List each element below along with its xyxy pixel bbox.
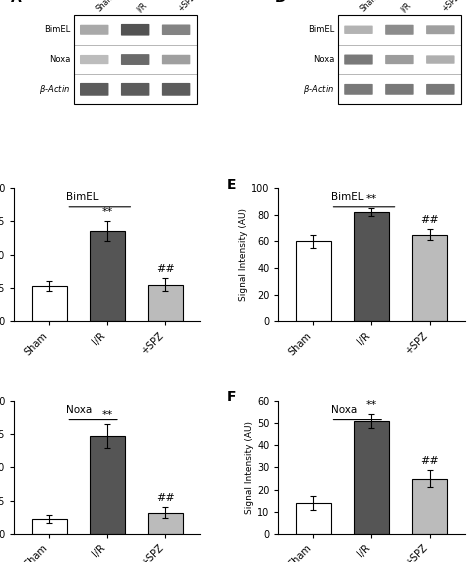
FancyBboxPatch shape — [121, 54, 149, 65]
Text: ##: ## — [156, 493, 175, 504]
Bar — [354, 421, 389, 534]
Text: F: F — [227, 391, 236, 404]
Bar — [74, 15, 197, 104]
Y-axis label: Signal Intensity (AU): Signal Intensity (AU) — [245, 421, 254, 514]
FancyBboxPatch shape — [385, 84, 414, 95]
Bar — [412, 235, 447, 321]
FancyBboxPatch shape — [121, 83, 149, 96]
Text: $\beta$-Actin: $\beta$-Actin — [39, 83, 70, 96]
Bar — [412, 478, 447, 534]
FancyBboxPatch shape — [426, 84, 455, 95]
Bar — [90, 232, 125, 321]
FancyBboxPatch shape — [162, 83, 191, 96]
Text: +SPZ: +SPZ — [440, 0, 462, 14]
Bar — [90, 436, 125, 534]
FancyBboxPatch shape — [162, 25, 191, 35]
Bar — [32, 519, 66, 534]
Text: D: D — [275, 0, 286, 4]
FancyBboxPatch shape — [121, 24, 149, 35]
FancyBboxPatch shape — [80, 25, 109, 35]
Text: **: ** — [366, 194, 377, 204]
Text: Noxa: Noxa — [330, 405, 357, 415]
Text: E: E — [227, 178, 236, 192]
Text: Sham: Sham — [358, 0, 380, 14]
FancyBboxPatch shape — [344, 25, 373, 34]
Bar — [296, 241, 331, 321]
FancyBboxPatch shape — [385, 25, 414, 35]
Bar — [148, 284, 183, 321]
Text: I/R: I/R — [135, 0, 149, 14]
Bar — [296, 503, 331, 534]
FancyBboxPatch shape — [162, 55, 191, 64]
Text: Noxa: Noxa — [313, 55, 334, 64]
Bar — [354, 212, 389, 321]
Bar — [32, 286, 66, 321]
Text: A: A — [10, 0, 21, 4]
Text: I/R: I/R — [400, 0, 413, 14]
Bar — [338, 15, 461, 104]
Text: $\beta$-Actin: $\beta$-Actin — [303, 83, 334, 96]
FancyBboxPatch shape — [344, 84, 373, 95]
FancyBboxPatch shape — [344, 55, 373, 65]
Text: +SPZ: +SPZ — [176, 0, 197, 14]
FancyBboxPatch shape — [80, 55, 109, 64]
Text: ##: ## — [420, 215, 439, 225]
Text: BimEL: BimEL — [330, 192, 363, 202]
Text: Noxa: Noxa — [49, 55, 70, 64]
FancyBboxPatch shape — [426, 25, 455, 34]
FancyBboxPatch shape — [385, 55, 414, 64]
Bar — [148, 513, 183, 534]
FancyBboxPatch shape — [426, 55, 455, 64]
FancyBboxPatch shape — [80, 83, 109, 96]
Y-axis label: Signal Intensity (AU): Signal Intensity (AU) — [239, 208, 248, 301]
Text: **: ** — [101, 207, 113, 217]
Text: Sham: Sham — [94, 0, 116, 14]
Text: BimEL: BimEL — [66, 192, 99, 202]
Text: BimEL: BimEL — [308, 25, 334, 34]
Text: **: ** — [366, 400, 377, 410]
Text: ##: ## — [156, 264, 175, 274]
Text: Noxa: Noxa — [66, 405, 92, 415]
Text: **: ** — [101, 410, 113, 420]
Text: ##: ## — [420, 456, 439, 466]
Text: BimEL: BimEL — [44, 25, 70, 34]
